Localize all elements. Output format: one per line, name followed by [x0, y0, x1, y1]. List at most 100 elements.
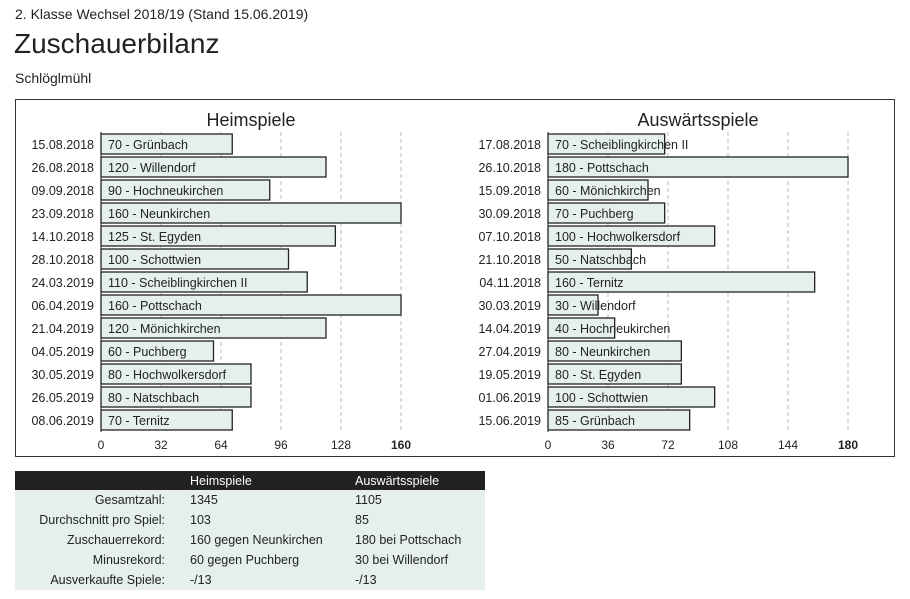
bar-label: 100 - Hochwolkersdorf [555, 230, 681, 244]
bar [100, 409, 233, 431]
bar [547, 386, 716, 408]
page-title: Zuschauerbilanz [14, 28, 220, 59]
bar [547, 363, 682, 385]
date-label: 30.05.2019 [31, 368, 94, 382]
stats-label: Durchschnitt pro Spiel: [39, 513, 165, 527]
x-tick-label: 96 [274, 438, 288, 452]
bar-label: 80 - Neunkirchen [555, 345, 650, 359]
stats-away-value: 85 [355, 513, 369, 527]
date-label: 26.10.2018 [478, 161, 541, 175]
stats-header-away: Auswärtsspiele [355, 471, 485, 490]
bar [100, 202, 402, 224]
stats-away-value: -/13 [355, 573, 377, 587]
bar [547, 202, 666, 224]
stats-label: Gesamtzahl: [94, 493, 165, 507]
bar [547, 340, 682, 362]
stats-row: Ausverkaufte Spiele: -/13 -/13 [15, 570, 485, 590]
bar [100, 133, 233, 155]
bar [100, 248, 290, 270]
bar-label: 60 - Puchberg [108, 345, 187, 359]
date-label: 17.08.2018 [478, 138, 541, 152]
bar-label: 80 - Hochwolkersdorf [108, 368, 227, 382]
x-tick-label: 144 [778, 438, 798, 452]
stats-home-value: 103 [190, 513, 211, 527]
stats-row: Durchschnitt pro Spiel: 103 85 [15, 510, 485, 530]
date-label: 24.03.2019 [31, 276, 94, 290]
bar [100, 179, 271, 201]
stats-row: Zuschauerrekord: 160 gegen Neunkirchen 180… [15, 530, 485, 550]
bar-label: 100 - Schottwien [108, 253, 201, 267]
bar [547, 271, 816, 293]
bar [547, 409, 691, 431]
bar-label: 80 - Natschbach [108, 391, 199, 405]
bar [100, 156, 327, 178]
date-label: 23.09.2018 [31, 207, 94, 221]
bar [547, 179, 649, 201]
stats-away-value: 30 bei Willendorf [355, 553, 449, 567]
date-label: 15.08.2018 [31, 138, 94, 152]
bar [100, 294, 402, 316]
stats-header-blank [15, 471, 190, 490]
bar [100, 317, 327, 339]
bar [547, 225, 716, 247]
bar-label: 160 - Pottschach [108, 299, 202, 313]
bar-label: 70 - Grünbach [108, 138, 188, 152]
chart-title: Heimspiele [206, 110, 295, 130]
bar-label: 120 - Willendorf [108, 161, 196, 175]
date-label: 15.09.2018 [478, 184, 541, 198]
bar-label: 80 - St. Egyden [555, 368, 641, 382]
bar-label: 90 - Hochneukirchen [108, 184, 223, 198]
bar-label: 110 - Scheiblingkirchen II [108, 276, 247, 290]
bar-label: 70 - Ternitz [108, 414, 170, 428]
bar-label: 70 - Scheiblingkirchen II [555, 138, 688, 152]
x-tick-label: 64 [214, 438, 228, 452]
stats-away-value: 180 bei Pottschach [355, 533, 462, 547]
date-label: 04.11.2018 [479, 276, 541, 290]
date-label: 19.05.2019 [478, 368, 541, 382]
bar [547, 133, 666, 155]
date-label: 15.06.2019 [478, 414, 541, 428]
date-label: 06.04.2019 [31, 299, 94, 313]
stats-header-home: Heimspiele [190, 471, 355, 490]
bar [100, 225, 337, 247]
bar [100, 386, 252, 408]
stats-label: Minusrekord: [92, 553, 165, 567]
date-label: 28.10.2018 [31, 253, 94, 267]
stats-away-value: 1105 [355, 493, 382, 507]
bar [547, 248, 632, 270]
bar-label: 40 - Hochneukirchen [555, 322, 670, 336]
bar-label: 180 - Pottschach [555, 161, 649, 175]
bar-label: 100 - Schottwien [555, 391, 648, 405]
date-label: 14.04.2019 [478, 322, 541, 336]
stats-home-value: 160 gegen Neunkirchen [190, 533, 323, 547]
date-label: 09.09.2018 [31, 184, 94, 198]
bar-label: 50 - Natschbach [555, 253, 646, 267]
date-label: 14.10.2018 [31, 230, 94, 244]
x-tick-label: 0 [545, 438, 552, 452]
stats-table: Heimspiele Auswärtsspiele Gesamtzahl: 134… [15, 471, 485, 590]
x-tick-label: 32 [154, 438, 168, 452]
date-label: 26.08.2018 [31, 161, 94, 175]
x-tick-label: 0 [98, 438, 105, 452]
bar-label: 160 - Ternitz [555, 276, 624, 290]
date-label: 08.06.2019 [31, 414, 94, 428]
x-tick-label: 72 [661, 438, 675, 452]
stats-row: Gesamtzahl: 1345 1105 [15, 490, 485, 510]
date-label: 26.05.2019 [31, 391, 94, 405]
stats-home-value: 60 gegen Puchberg [190, 553, 300, 567]
date-label: 27.04.2019 [478, 345, 541, 359]
charts-svg: Heimspiele 0 32 64 96 128 160 70 - Grünbach 15.0… [31, 110, 858, 452]
bar-label: 160 - Neunkirchen [108, 207, 210, 221]
bar [100, 340, 215, 362]
stats-row: Minusrekord: 60 gegen Puchberg 30 bei Will… [15, 550, 485, 570]
bar [100, 363, 252, 385]
x-tick-label: 36 [601, 438, 615, 452]
date-label: 01.06.2019 [478, 391, 541, 405]
bar-label: 85 - Grünbach [555, 414, 635, 428]
charts-panel [15, 99, 895, 457]
x-tick-label: 180 [838, 438, 858, 452]
bar [547, 317, 616, 339]
date-label: 30.09.2018 [478, 207, 541, 221]
bar [547, 294, 599, 316]
bar-label: 70 - Puchberg [555, 207, 634, 221]
